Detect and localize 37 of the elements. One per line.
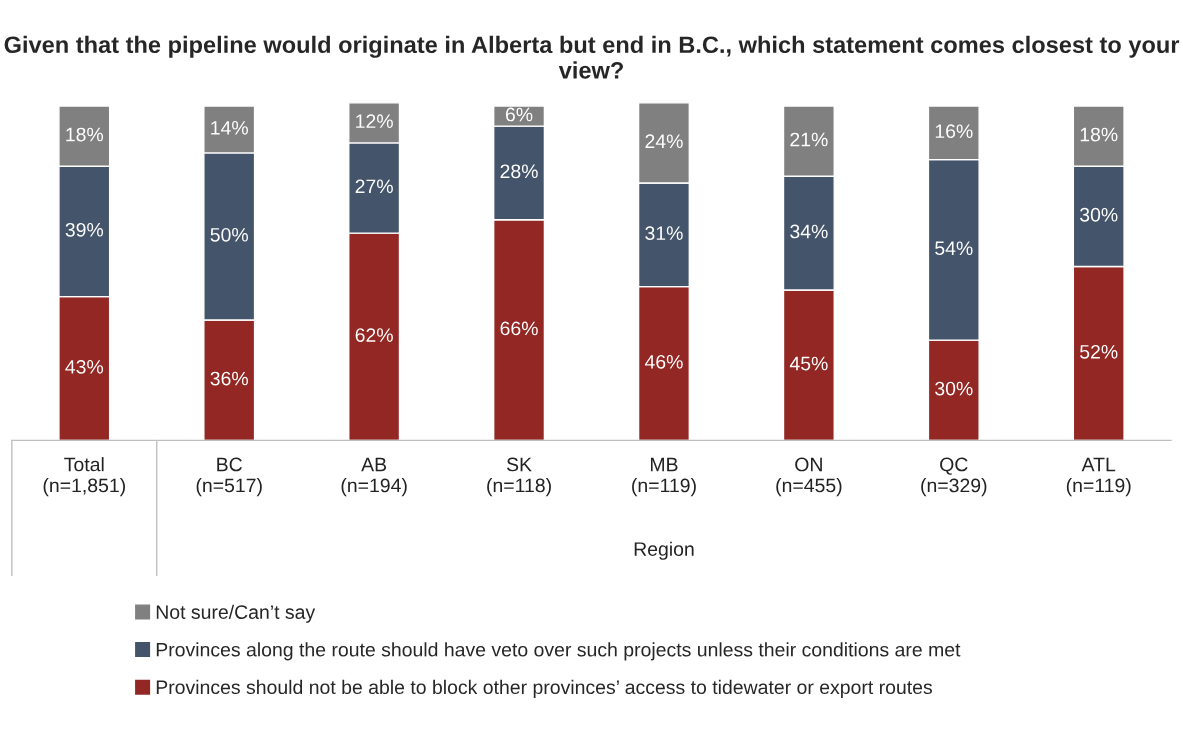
data-label: 39% xyxy=(65,222,104,237)
data-label: 6% xyxy=(505,107,533,122)
data-label: 24% xyxy=(645,134,683,149)
data-label: 31% xyxy=(645,226,683,241)
data-label: 34% xyxy=(790,224,828,239)
legend-label: Provinces should not be able to block other provinces’ access to tidewater or export routes xyxy=(156,679,933,698)
data-label: 66% xyxy=(500,321,538,336)
data-label: 46% xyxy=(644,354,683,369)
data-label: 18% xyxy=(66,127,104,142)
data-label: 43% xyxy=(65,359,104,374)
data-label: 36% xyxy=(210,371,248,386)
data-label: 30% xyxy=(935,381,973,396)
x-tick-label: QC (n=329) xyxy=(921,457,987,497)
data-label: 54% xyxy=(935,241,973,256)
x-tick-label: BC (n=517) xyxy=(196,457,262,497)
data-label: 30% xyxy=(1079,207,1118,222)
x-tick-label: AB (n=194) xyxy=(341,457,407,497)
data-label: 27% xyxy=(355,179,393,194)
x-tick-label: MB (n=119) xyxy=(632,457,696,497)
data-label: 52% xyxy=(1080,344,1118,359)
data-label: 45% xyxy=(789,356,828,371)
text: Region xyxy=(634,541,694,560)
data-label: 16% xyxy=(935,124,973,139)
x-tick-label: SK (n=118) xyxy=(487,457,551,497)
x-tick-label: ATL (n=119) xyxy=(1066,457,1131,497)
legend-label: Not sure/Can’t say xyxy=(156,604,316,623)
data-label: 21% xyxy=(790,132,828,147)
legend-label: Provinces along the route should have veto over such projects unless their conditions are met xyxy=(156,642,961,661)
chart-title: Given that the pipeline would originate in Alberta but end in B.C., which statement comes closest to your view? xyxy=(4,35,1180,79)
data-label: 62% xyxy=(355,328,393,342)
data-label: 18% xyxy=(1080,127,1118,142)
data-label: 28% xyxy=(500,164,538,179)
x-tick-label: ON (n=455) xyxy=(776,457,842,497)
x-tick-label: Total (n=1,851) xyxy=(43,457,125,497)
data-label: 12% xyxy=(356,114,393,128)
data-label: 14% xyxy=(211,121,248,135)
data-label: 50% xyxy=(210,227,248,242)
